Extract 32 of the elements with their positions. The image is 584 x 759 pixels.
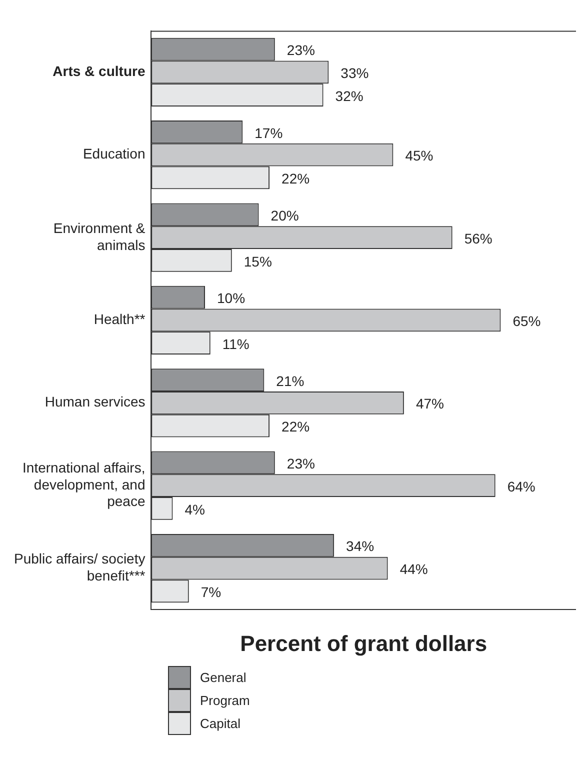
data-label: 32%: [335, 88, 364, 104]
y-tick-label: Environment & animals: [53, 220, 146, 253]
y-tick-label: International affairs, development, and peace: [22, 460, 146, 510]
data-label: 65%: [512, 313, 541, 330]
data-label: 56%: [464, 230, 492, 246]
y-tick-label: Arts & culture: [52, 63, 146, 79]
data-label: 34%: [346, 538, 374, 554]
data-label: 10%: [217, 290, 246, 306]
y-tick-label: Human services: [44, 394, 146, 410]
x-axis-title: Percent of grant dollars: [240, 630, 488, 656]
data-label: 23%: [286, 456, 315, 472]
data-label: 23%: [286, 42, 315, 58]
data-label: 33%: [340, 65, 369, 81]
data-label: 20%: [270, 207, 299, 224]
y-tick-label: Public affairs/ society benefit***: [14, 550, 146, 584]
data-label: 17%: [254, 124, 283, 141]
y-tick-label: Health**: [94, 311, 146, 328]
legend-label: Capital: [200, 716, 240, 731]
data-label: 44%: [400, 561, 428, 578]
data-label: 45%: [405, 148, 434, 164]
data-label: 7%: [200, 584, 222, 600]
data-label: 11%: [222, 336, 250, 352]
data-label: 47%: [416, 396, 444, 412]
data-label: 21%: [276, 372, 304, 389]
y-tick-label: Education: [82, 146, 146, 162]
data-label: 22%: [282, 418, 310, 435]
legend-label: General: [200, 670, 246, 685]
data-label: 4%: [184, 501, 205, 518]
data-label: 22%: [282, 170, 310, 187]
data-label: 15%: [244, 253, 272, 270]
legend-label: Program: [200, 693, 250, 708]
data-label: 64%: [507, 478, 536, 494]
